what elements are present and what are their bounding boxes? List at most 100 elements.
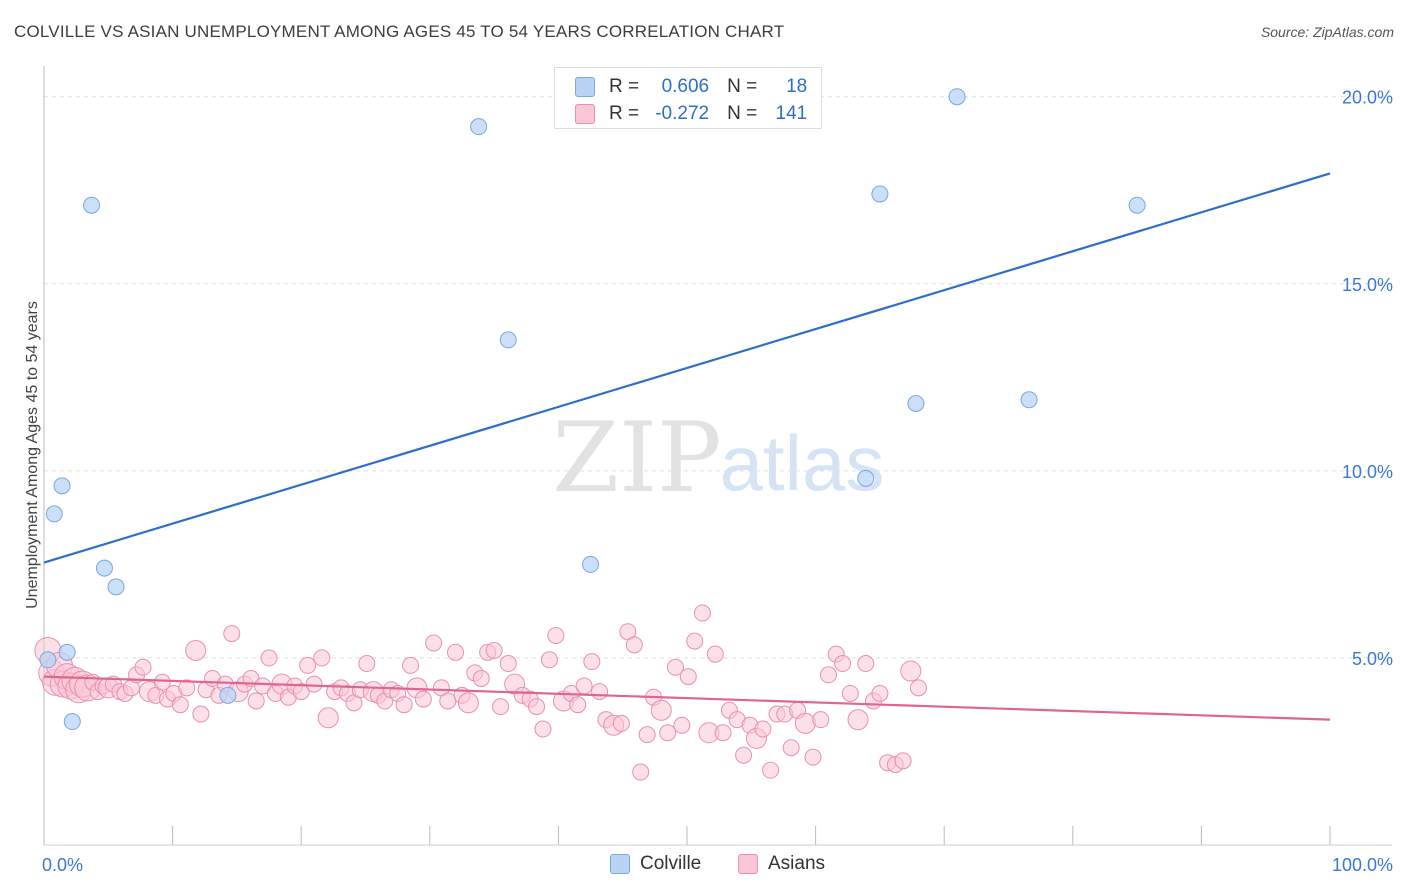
asians-point xyxy=(492,698,510,716)
asians-r-value: -0.272 xyxy=(655,103,710,124)
colville-point xyxy=(39,651,57,669)
asians-point xyxy=(414,690,432,708)
asians-point xyxy=(402,656,420,674)
asians-point xyxy=(686,632,704,650)
colville-points xyxy=(39,88,1146,731)
asians-point xyxy=(583,653,601,671)
x-tick-label-start: 0.0% xyxy=(42,855,83,875)
colville-point xyxy=(95,559,113,577)
asians-point xyxy=(900,660,922,682)
asians-point xyxy=(528,698,546,716)
r-label: R = xyxy=(609,76,640,97)
asians-point xyxy=(313,649,331,667)
asians-point xyxy=(447,643,465,661)
grid-lines xyxy=(44,96,1392,659)
tick-labels: 5.0% 10.0% 15.0% 20.0% 0.0% 100.0% xyxy=(42,88,1393,875)
asians-point xyxy=(659,724,677,742)
colville-point xyxy=(857,469,875,487)
watermark: ZIP atlas xyxy=(552,402,884,514)
asians-point xyxy=(260,649,278,667)
y-tick-label: 5.0% xyxy=(1352,649,1393,669)
colville-swatch xyxy=(575,77,595,97)
asians-point xyxy=(499,655,517,673)
legend-item-asians[interactable]: Asians xyxy=(738,852,825,876)
asians-point xyxy=(847,709,869,731)
y-axis-label: Unemployment Among Ages 45 to 54 years xyxy=(24,301,41,609)
colville-n-value: 18 xyxy=(786,76,808,97)
asians-point xyxy=(762,761,780,779)
colville-point xyxy=(83,196,101,214)
asians-point xyxy=(395,696,413,714)
asians-point xyxy=(871,684,889,702)
asians-point xyxy=(358,655,376,673)
colville-point xyxy=(907,395,925,413)
y-tick-label: 10.0% xyxy=(1342,462,1393,482)
asians-point xyxy=(171,696,189,714)
asians-point xyxy=(706,645,724,663)
colville-point xyxy=(1020,391,1038,409)
legend-row-asians: R = -0.272 N = 141 xyxy=(575,102,807,126)
axes xyxy=(43,66,1392,846)
asians-point xyxy=(735,746,753,764)
asians-point xyxy=(794,712,816,734)
asians-legend-label: Asians xyxy=(768,853,826,874)
colville-point xyxy=(499,331,517,349)
asians-point xyxy=(292,683,310,701)
asians-point xyxy=(569,696,587,714)
y-tick-label: 15.0% xyxy=(1342,275,1393,295)
asians-n-value: 141 xyxy=(775,103,808,124)
asians-point xyxy=(439,692,457,710)
colville-point xyxy=(45,505,63,523)
asians-point xyxy=(153,673,171,691)
colville-point xyxy=(219,686,237,704)
asians-point xyxy=(714,724,732,742)
watermark-zip: ZIP xyxy=(552,402,721,514)
asians-legend-swatch xyxy=(738,854,758,874)
asians-point xyxy=(812,711,830,729)
correlation-legend: R = 0.606 N = 18 R = -0.272 N = 141 xyxy=(554,67,822,129)
colville-point xyxy=(871,185,889,203)
asians-point xyxy=(819,666,837,684)
asians-point xyxy=(192,705,210,723)
asians-point xyxy=(638,726,656,744)
asians-point xyxy=(804,748,822,766)
n-label: N = xyxy=(727,76,758,97)
n-label: N = xyxy=(727,103,758,124)
colville-point xyxy=(58,643,76,661)
asians-point xyxy=(534,720,552,738)
colville-r-value: 0.606 xyxy=(661,76,710,97)
asians-point xyxy=(834,655,852,673)
asians-point xyxy=(591,683,609,701)
asians-swatch xyxy=(575,104,595,124)
legend-item-colville[interactable]: Colville xyxy=(610,852,701,876)
asians-point xyxy=(317,707,339,729)
legend-row-colville: R = 0.606 N = 18 xyxy=(575,75,807,99)
asians-point xyxy=(223,625,241,643)
colville-point xyxy=(582,555,600,573)
asians-point xyxy=(841,684,859,702)
asians-point xyxy=(612,714,630,732)
asians-point xyxy=(254,677,272,695)
asians-point xyxy=(547,626,565,644)
asians-point xyxy=(632,763,650,781)
colville-trend-line xyxy=(43,172,1331,564)
asians-point xyxy=(666,658,684,676)
asians-point xyxy=(754,720,772,738)
x-tick-label-end: 100.0% xyxy=(1332,855,1393,875)
trend-lines xyxy=(43,172,1331,721)
asians-point xyxy=(693,604,711,622)
r-label: R = xyxy=(609,103,640,124)
asians-point xyxy=(625,636,643,654)
asians-trend-line xyxy=(43,675,1331,721)
asians-point xyxy=(575,677,593,695)
asians-point xyxy=(305,675,323,693)
asians-point xyxy=(485,641,503,659)
colville-point xyxy=(63,713,81,731)
asians-point xyxy=(299,656,317,674)
colville-point xyxy=(470,118,488,136)
chart-title: COLVILLE VS ASIAN UNEMPLOYMENT AMONG AGE… xyxy=(14,22,785,41)
asians-point xyxy=(457,692,479,714)
asians-point xyxy=(679,668,697,686)
asians-point xyxy=(178,679,196,697)
